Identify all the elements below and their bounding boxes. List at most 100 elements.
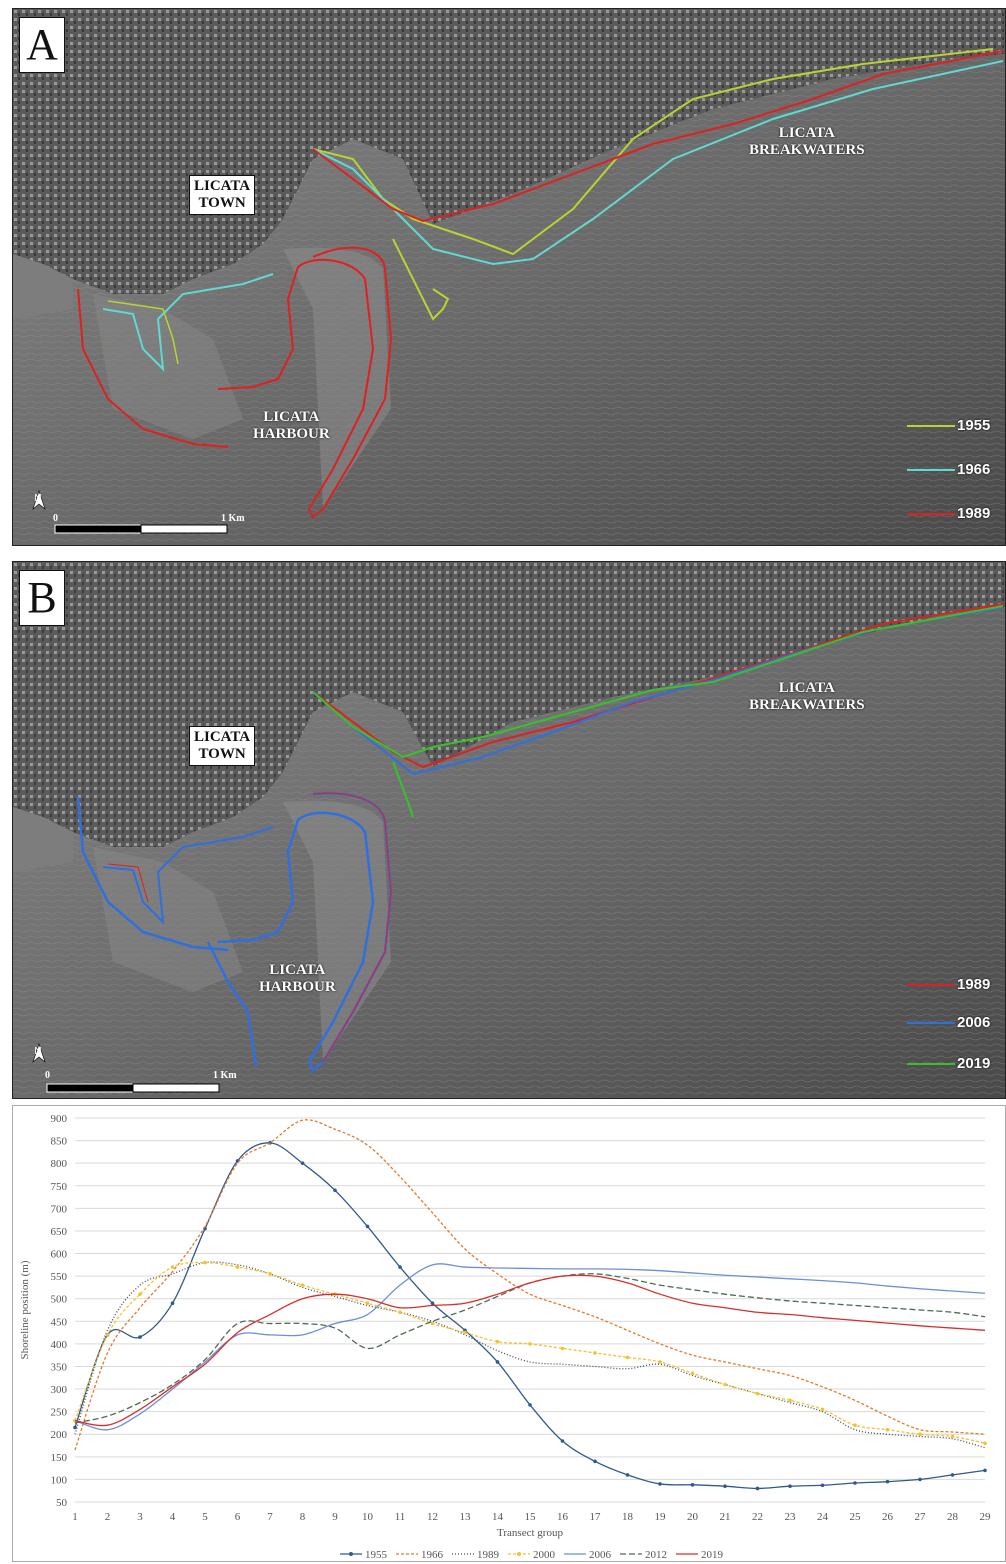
legend-label-1955: 1955 (365, 1549, 388, 1561)
legend-label: 1966 (957, 461, 991, 478)
legend-item-a-1: 1966 (907, 460, 999, 480)
data-point-2000 (820, 1407, 825, 1412)
data-point-1955 (593, 1459, 597, 1464)
data-point-2000 (918, 1432, 922, 1437)
data-point-1955 (300, 1161, 305, 1165)
shoreline-2019-b (312, 605, 1004, 759)
legend-label-2000: 2000 (533, 1549, 556, 1561)
y-tick-label: 300 (51, 1384, 68, 1396)
data-point-2000 (788, 1398, 792, 1403)
data-point-2000 (203, 1260, 207, 1265)
harbour-label-b: LICATA HARBOUR (259, 962, 336, 996)
data-point-1955 (528, 1403, 532, 1407)
scale-end-b: 1 Km (213, 1070, 237, 1081)
data-point-1955 (495, 1360, 500, 1364)
x-tick-label: 7 (267, 1511, 273, 1523)
legend-item-b-0: 1989 (907, 975, 999, 995)
shoreline-chart-svg: 50 100 150 200 250 300 350 400 450 500 550 600 650 70… (19, 1113, 991, 1561)
shoreline-1966 (312, 60, 1004, 266)
legend-marker-2000 (517, 1552, 521, 1556)
shoreline-1989 (312, 50, 1004, 223)
legend-label: 1989 (957, 976, 991, 993)
x-tick-label: 17 (590, 1511, 602, 1523)
x-tick-label: 20 (687, 1511, 699, 1523)
y-tick-label: 100 (51, 1474, 68, 1486)
data-point-1955 (560, 1439, 565, 1443)
y-tick-label: 750 (51, 1181, 68, 1193)
data-point-1955 (853, 1481, 857, 1485)
north-arrow-icon (32, 1043, 46, 1063)
data-point-2000 (105, 1333, 110, 1337)
legend-label: 1955 (957, 417, 991, 434)
legend-label-1966: 1966 (421, 1549, 444, 1561)
data-point-2000 (430, 1321, 435, 1326)
data-point-1955 (788, 1484, 792, 1488)
y-tick-label: 150 (51, 1452, 68, 1464)
data-point-2000 (170, 1265, 175, 1269)
y-tick-label: 650 (51, 1226, 68, 1238)
data-point-2000 (593, 1351, 597, 1355)
x-tick-label: 3 (137, 1511, 143, 1523)
series-line-2019 (74, 1274, 986, 1427)
y-tick-label: 600 (51, 1249, 68, 1261)
legend-label: 1989 (957, 505, 991, 522)
x-tick-label: 18 (622, 1511, 634, 1523)
data-point-2000 (268, 1272, 272, 1276)
data-point-2000 (235, 1265, 240, 1269)
x-tick-label: 26 (882, 1511, 894, 1523)
legend-item-a-2: 1989 (907, 504, 999, 524)
data-point-1955 (73, 1425, 77, 1430)
scale-start-a: 0 (53, 513, 58, 524)
x-tick-label: 9 (332, 1511, 338, 1523)
data-point-2000 (658, 1360, 662, 1364)
breakwaters-label-line-1: LICATA (778, 680, 835, 696)
series-line-2012 (74, 1273, 986, 1424)
x-tick-label: 14 (492, 1511, 504, 1523)
x-tick-label: 12 (427, 1511, 438, 1523)
data-point-2000 (885, 1427, 890, 1432)
aerial-photo-a (13, 9, 1005, 545)
data-point-1955 (918, 1477, 922, 1482)
y-tick-label: 200 (51, 1429, 68, 1441)
data-point-1955 (625, 1473, 630, 1477)
harbour-label-line-2: HARBOUR (253, 426, 330, 442)
panel-letter-a: A (19, 17, 65, 73)
y-tick-label: 900 (51, 1113, 68, 1125)
data-point-1955 (365, 1224, 370, 1229)
legend-label-2019: 2019 (701, 1549, 724, 1561)
data-point-1955 (820, 1483, 825, 1488)
legend-label: 2006 (957, 1014, 991, 1031)
data-point-2000 (853, 1423, 857, 1427)
inner-harbour-b (102, 826, 274, 925)
breakwaters-label-a: LICATA BREAKWATERS (749, 125, 865, 159)
legend-item-b-1: 2006 (907, 1013, 999, 1033)
legend-label-2006: 2006 (589, 1549, 612, 1561)
y-tick-label: 50 (56, 1497, 68, 1509)
data-point-1955 (983, 1468, 987, 1473)
data-point-2000 (398, 1310, 402, 1315)
legend-line (907, 513, 955, 515)
x-tick-label: 27 (915, 1511, 927, 1523)
data-point-2000 (983, 1441, 987, 1446)
x-tick-label: 10 (362, 1511, 374, 1523)
scale-bar-light (132, 1083, 220, 1093)
town-label-a: LICATA TOWN (189, 175, 256, 215)
town-label-b: LICATA TOWN (189, 726, 256, 766)
breakwaters-label-b: LICATA BREAKWATERS (749, 680, 865, 714)
aerial-photo-b (13, 562, 1005, 1098)
scale-start-b: 0 (45, 1070, 50, 1081)
legend-line (907, 1063, 955, 1065)
shoreline-1955-b (392, 238, 450, 321)
y-tick-label: 450 (51, 1316, 68, 1328)
x-tick-label: 1 (72, 1511, 78, 1523)
legend-label-1989: 1989 (477, 1549, 500, 1561)
x-tick-label: 11 (395, 1511, 406, 1523)
scale-bar-dark (54, 524, 142, 534)
data-point-2000 (625, 1355, 630, 1360)
scale-end-a: 1 Km (221, 513, 245, 524)
x-tick-label: 28 (947, 1511, 959, 1523)
scale-bar-light (140, 524, 228, 534)
data-point-1955 (723, 1484, 727, 1488)
breakwaters-label-line-2: BREAKWATERS (749, 142, 865, 158)
legend-label: 2019 (957, 1055, 991, 1072)
